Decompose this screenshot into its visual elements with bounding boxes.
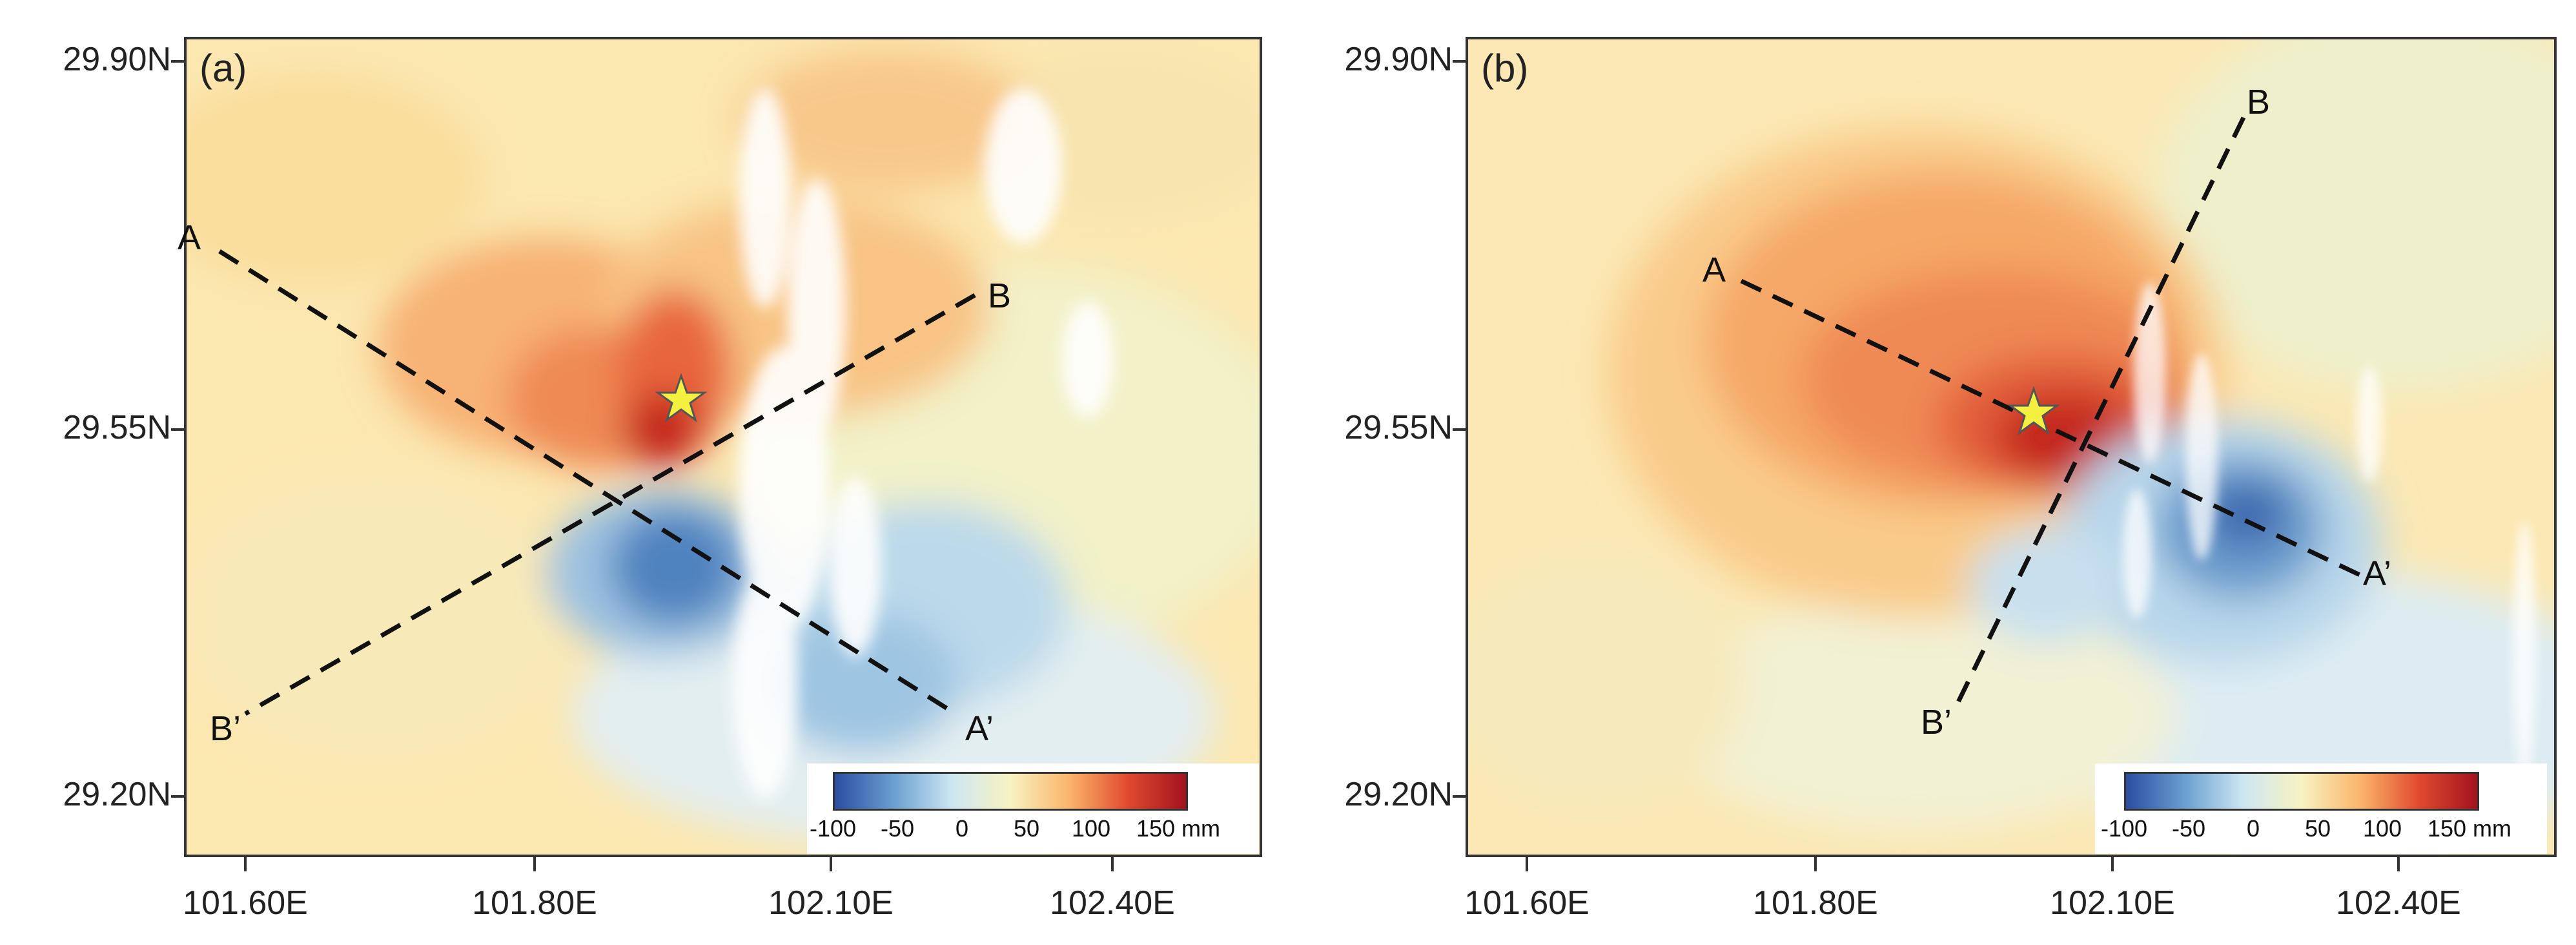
- x-tick-label: 102.10E: [2050, 884, 2175, 922]
- y-tickmark: [1453, 60, 1467, 63]
- x-tickmark: [2111, 857, 2114, 871]
- colorbar-unit: mm: [1181, 815, 1220, 842]
- profile-label-a: A: [178, 218, 201, 257]
- profile-label-b-prime: B’: [210, 709, 241, 748]
- panel-label: (a): [199, 47, 247, 90]
- y-tick-label: 29.20N: [1344, 776, 1453, 813]
- y-tickmark: [171, 795, 185, 798]
- x-tickmark: [533, 857, 536, 871]
- y-tickmark: [1453, 428, 1467, 431]
- colorbar-tick: -50: [880, 815, 915, 842]
- profile-label-b: B: [2247, 83, 2271, 121]
- profile-line-b-b-prime: [1956, 116, 2246, 703]
- x-tick-label: 101.60E: [1464, 884, 1590, 922]
- y-tick-label: 29.55N: [1344, 409, 1453, 446]
- colorbar-tick: 100: [2362, 815, 2402, 842]
- profile-label-b: B: [988, 276, 1012, 315]
- colorbar-tick: -100: [2100, 815, 2148, 842]
- colorbar-tick: 50: [1013, 815, 1040, 842]
- profile-label-a-prime: A’: [2363, 554, 2392, 593]
- colorbar-tick: 150: [2427, 815, 2467, 842]
- colorbar-tick: 0: [2246, 815, 2260, 842]
- profile-line-a-a-prime: [1740, 278, 2361, 577]
- deformation-field-b: [1466, 37, 2557, 857]
- y-tick-label: 29.20N: [63, 776, 171, 813]
- x-tickmark: [2397, 857, 2400, 871]
- colorbar-tick: -50: [2171, 815, 2206, 842]
- x-tick-label: 101.60E: [183, 884, 308, 922]
- x-tickmark: [1111, 857, 1114, 871]
- colorbar-tick: 150: [1136, 815, 1176, 842]
- profile-label-a-prime: A’: [965, 709, 994, 748]
- x-tick-label: 102.40E: [2336, 884, 2461, 922]
- x-tickmark: [1526, 857, 1528, 871]
- colorbar-tick: -100: [809, 815, 857, 842]
- x-tick-label: 102.40E: [1050, 884, 1175, 922]
- deformation-field-a: [184, 37, 1262, 857]
- panel-label: (b): [1481, 47, 1529, 90]
- y-tickmark: [1453, 795, 1467, 798]
- epicenter-star: [655, 373, 708, 422]
- x-tick-label: 101.80E: [472, 884, 597, 922]
- epicenter-star: [2007, 386, 2060, 435]
- colorbar-unit: mm: [2473, 815, 2511, 842]
- x-tick-label: 102.10E: [768, 884, 894, 922]
- x-tickmark: [244, 857, 247, 871]
- x-tickmark: [1814, 857, 1817, 871]
- colorbar: [2124, 772, 2479, 811]
- deformation-map-panel-b: (b) A B B’ A’ -100 -50 0 50 100 150 mm: [1466, 37, 2557, 857]
- y-tick-label: 29.55N: [63, 409, 171, 446]
- y-tick-label: 29.90N: [1344, 41, 1453, 78]
- profile-line-a-a-prime: [218, 249, 957, 716]
- y-tickmark: [171, 428, 185, 431]
- colorbar-tick: 50: [2304, 815, 2331, 842]
- profile-label-a: A: [1702, 251, 1726, 289]
- profile-line-b-b-prime: [244, 293, 976, 716]
- colorbar-tick: 100: [1071, 815, 1111, 842]
- deformation-map-panel-a: (a) A B B’ A’ -100 -50 0 50 100 150 mm: [178, 37, 1262, 857]
- profile-label-b-prime: B’: [1921, 703, 1952, 742]
- y-tickmark: [171, 60, 185, 63]
- colorbar-tick: 0: [955, 815, 969, 842]
- x-tickmark: [830, 857, 832, 871]
- colorbar: [833, 772, 1188, 811]
- x-tick-label: 101.80E: [1753, 884, 1878, 922]
- y-tick-label: 29.90N: [63, 41, 171, 78]
